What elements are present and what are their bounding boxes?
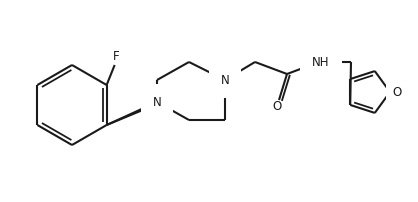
Text: O: O <box>393 85 402 99</box>
Text: N: N <box>221 74 229 86</box>
Text: N: N <box>153 96 161 108</box>
Text: NH: NH <box>312 56 330 68</box>
Text: F: F <box>113 50 120 63</box>
Text: O: O <box>273 100 282 113</box>
